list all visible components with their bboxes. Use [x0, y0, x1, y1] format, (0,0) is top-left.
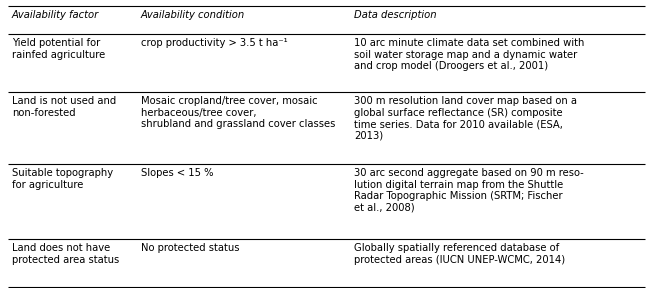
- Text: Mosaic cropland/tree cover, mosaic
herbaceous/tree cover,
shrubland and grasslan: Mosaic cropland/tree cover, mosaic herba…: [141, 96, 335, 129]
- Text: Land does not have
protected area status: Land does not have protected area status: [12, 243, 119, 265]
- Text: Slopes < 15 %: Slopes < 15 %: [141, 168, 213, 178]
- Text: 30 arc second aggregate based on 90 m reso-
lution digital terrain map from the : 30 arc second aggregate based on 90 m re…: [354, 168, 584, 213]
- Text: Availability factor: Availability factor: [12, 10, 99, 20]
- Text: 300 m resolution land cover map based on a
global surface reflectance (SR) compo: 300 m resolution land cover map based on…: [354, 96, 577, 141]
- Text: crop productivity > 3.5 t ha⁻¹: crop productivity > 3.5 t ha⁻¹: [141, 38, 287, 48]
- Text: Yield potential for
rainfed agriculture: Yield potential for rainfed agriculture: [12, 38, 105, 60]
- Text: No protected status: No protected status: [141, 243, 239, 253]
- Text: 10 arc minute climate data set combined with
soil water storage map and a dynami: 10 arc minute climate data set combined …: [354, 38, 585, 71]
- Text: Globally spatially referenced database of
protected areas (IUCN UNEP-WCMC, 2014): Globally spatially referenced database o…: [354, 243, 565, 265]
- Text: Data description: Data description: [354, 10, 437, 20]
- Text: Availability condition: Availability condition: [141, 10, 245, 20]
- Text: Land is not used and
non-forested: Land is not used and non-forested: [12, 96, 117, 118]
- Text: Suitable topography
for agriculture: Suitable topography for agriculture: [12, 168, 113, 190]
